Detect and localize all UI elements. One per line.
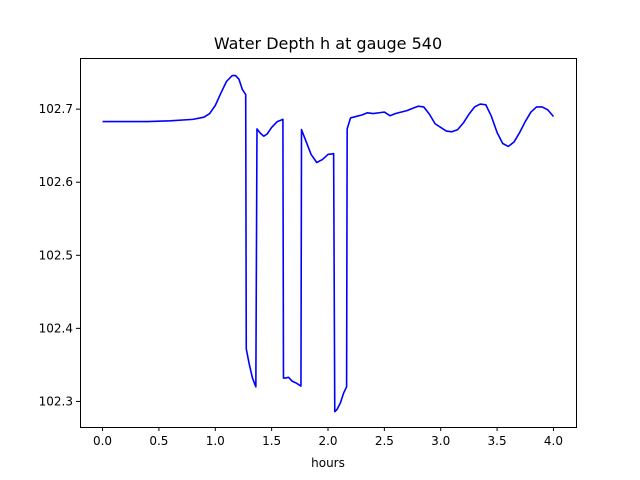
x-axis: 0.0 0.5 1.0 1.5 2.0 2.5 3.0 3.5 4.0 xyxy=(93,427,563,448)
x-axis-label: hours xyxy=(311,456,345,470)
x-tick-label: 1.0 xyxy=(206,434,225,448)
y-tick-label: 102.7 xyxy=(39,102,73,116)
x-tick-label: 4.0 xyxy=(544,434,563,448)
y-axis: 102.3 102.4 102.5 102.6 102.7 xyxy=(39,102,80,408)
x-tick-label: 2.5 xyxy=(375,434,394,448)
x-tick-label: 1.5 xyxy=(262,434,281,448)
x-tick-label: 3.5 xyxy=(488,434,507,448)
y-tick-label: 102.3 xyxy=(39,394,73,408)
chart-title: Water Depth h at gauge 540 xyxy=(214,34,442,53)
x-tick-label: 0.5 xyxy=(149,434,168,448)
y-tick-label: 102.6 xyxy=(39,175,73,189)
x-tick-label: 0.0 xyxy=(93,434,112,448)
plot-area xyxy=(102,74,555,413)
series-line xyxy=(102,74,555,413)
y-tick-label: 102.4 xyxy=(39,321,73,335)
y-tick-label: 102.5 xyxy=(39,248,73,262)
x-tick-label: 2.0 xyxy=(318,434,337,448)
x-tick-label: 3.0 xyxy=(431,434,450,448)
